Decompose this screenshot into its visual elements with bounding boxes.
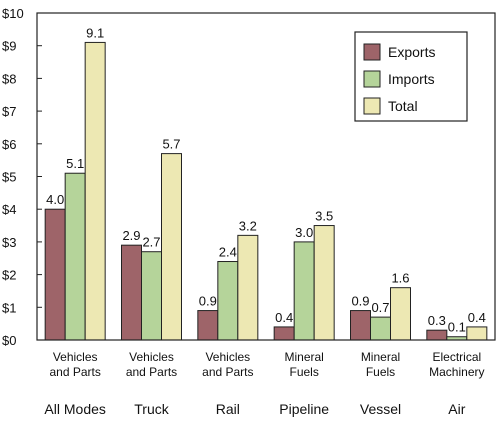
transport-mode-label: Truck <box>134 401 169 417</box>
data-label-imports: 3.0 <box>295 225 313 240</box>
bar-total <box>237 234 259 341</box>
category-label-line2: Fuels <box>366 365 395 379</box>
y-tick-label: $4 <box>2 202 16 217</box>
category-label-line2: and Parts <box>49 365 100 379</box>
category-label-line1: Electrical <box>432 350 481 364</box>
legend-label-exports: Exports <box>388 44 435 60</box>
bar-total <box>390 287 411 341</box>
data-label-total: 3.5 <box>315 209 333 224</box>
bar-total <box>84 41 106 341</box>
transport-mode-label: Vessel <box>360 401 401 417</box>
data-label-total: 9.1 <box>86 25 104 40</box>
y-tick-label: $6 <box>2 137 16 152</box>
legend-swatch-total <box>363 97 381 115</box>
y-tick-label: $3 <box>2 235 16 250</box>
data-labels: 4.0 2.9 0.9 0.4 0.9 0.3 5.1 2.7 2.4 3.0 0.7 0.1 9.1 5… <box>46 25 486 334</box>
y-tick-label: $0 <box>2 333 16 348</box>
data-label-exports: 0.3 <box>428 313 446 328</box>
data-label-imports: 2.4 <box>219 245 237 260</box>
y-tick-label: $10 <box>2 6 24 21</box>
category-label-line1: Vehicles <box>205 350 250 364</box>
bar-imports <box>217 261 239 341</box>
transport-mode-label: Rail <box>216 401 240 417</box>
category-label-line1: Vehicles <box>53 350 98 364</box>
data-label-exports: 0.9 <box>199 294 217 309</box>
bar-imports <box>64 172 86 341</box>
legend-swatch-imports <box>363 70 381 88</box>
category-label-line2: and Parts <box>126 365 177 379</box>
bar-imports <box>370 316 391 341</box>
y-tick-label: $9 <box>2 39 16 54</box>
bar-total <box>466 326 488 341</box>
data-label-total: 1.6 <box>391 271 409 286</box>
y-axis-ticks: $0 $1 $2 $3 $4 $5 $6 $7 $8 $9 $10 <box>2 6 42 348</box>
bar-exports <box>350 310 371 341</box>
data-label-imports: 0.7 <box>371 300 389 315</box>
data-label-exports: 0.4 <box>275 310 293 325</box>
bar-total <box>313 225 335 341</box>
category-label-line2: Fuels <box>289 365 318 379</box>
data-label-total: 3.2 <box>239 218 257 233</box>
bar-total <box>161 153 182 341</box>
y-tick-label: $5 <box>2 170 16 185</box>
category-label-line2: and Parts <box>202 365 253 379</box>
data-label-exports: 0.9 <box>351 294 369 309</box>
category-label-line2: Machinery <box>429 365 484 379</box>
transport-mode-label: Air <box>448 401 465 417</box>
data-label-total: 5.7 <box>162 137 180 152</box>
legend-label-total: Total <box>388 98 418 114</box>
transport-mode-label: Pipeline <box>279 401 329 417</box>
category-label-line1: Mineral <box>361 350 400 364</box>
bar-exports <box>121 244 142 341</box>
plot-frame <box>36 12 496 341</box>
bar-exports <box>197 310 219 341</box>
bar-imports <box>293 241 315 341</box>
data-label-exports: 2.9 <box>122 228 140 243</box>
data-label-imports: 0.1 <box>448 320 466 335</box>
y-tick-label: $7 <box>2 104 16 119</box>
data-label-exports: 4.0 <box>46 192 64 207</box>
legend-label-imports: Imports <box>388 71 435 87</box>
legend-swatch-exports <box>363 43 381 61</box>
transport-mode-label: All Modes <box>44 401 105 417</box>
category-label-line1: Vehicles <box>129 350 174 364</box>
y-tick-label: $8 <box>2 71 16 86</box>
bar-exports <box>273 326 295 341</box>
data-label-imports: 2.7 <box>142 235 160 250</box>
y-tick-label: $1 <box>2 300 16 315</box>
legend: Exports Imports Total <box>354 31 468 122</box>
category-label-line1: Mineral <box>284 350 323 364</box>
bar-exports <box>426 329 448 341</box>
data-label-imports: 5.1 <box>66 156 84 171</box>
bar-imports <box>141 251 162 341</box>
data-label-total: 0.4 <box>468 310 486 325</box>
bar-exports <box>44 208 66 341</box>
y-tick-label: $2 <box>2 268 16 283</box>
